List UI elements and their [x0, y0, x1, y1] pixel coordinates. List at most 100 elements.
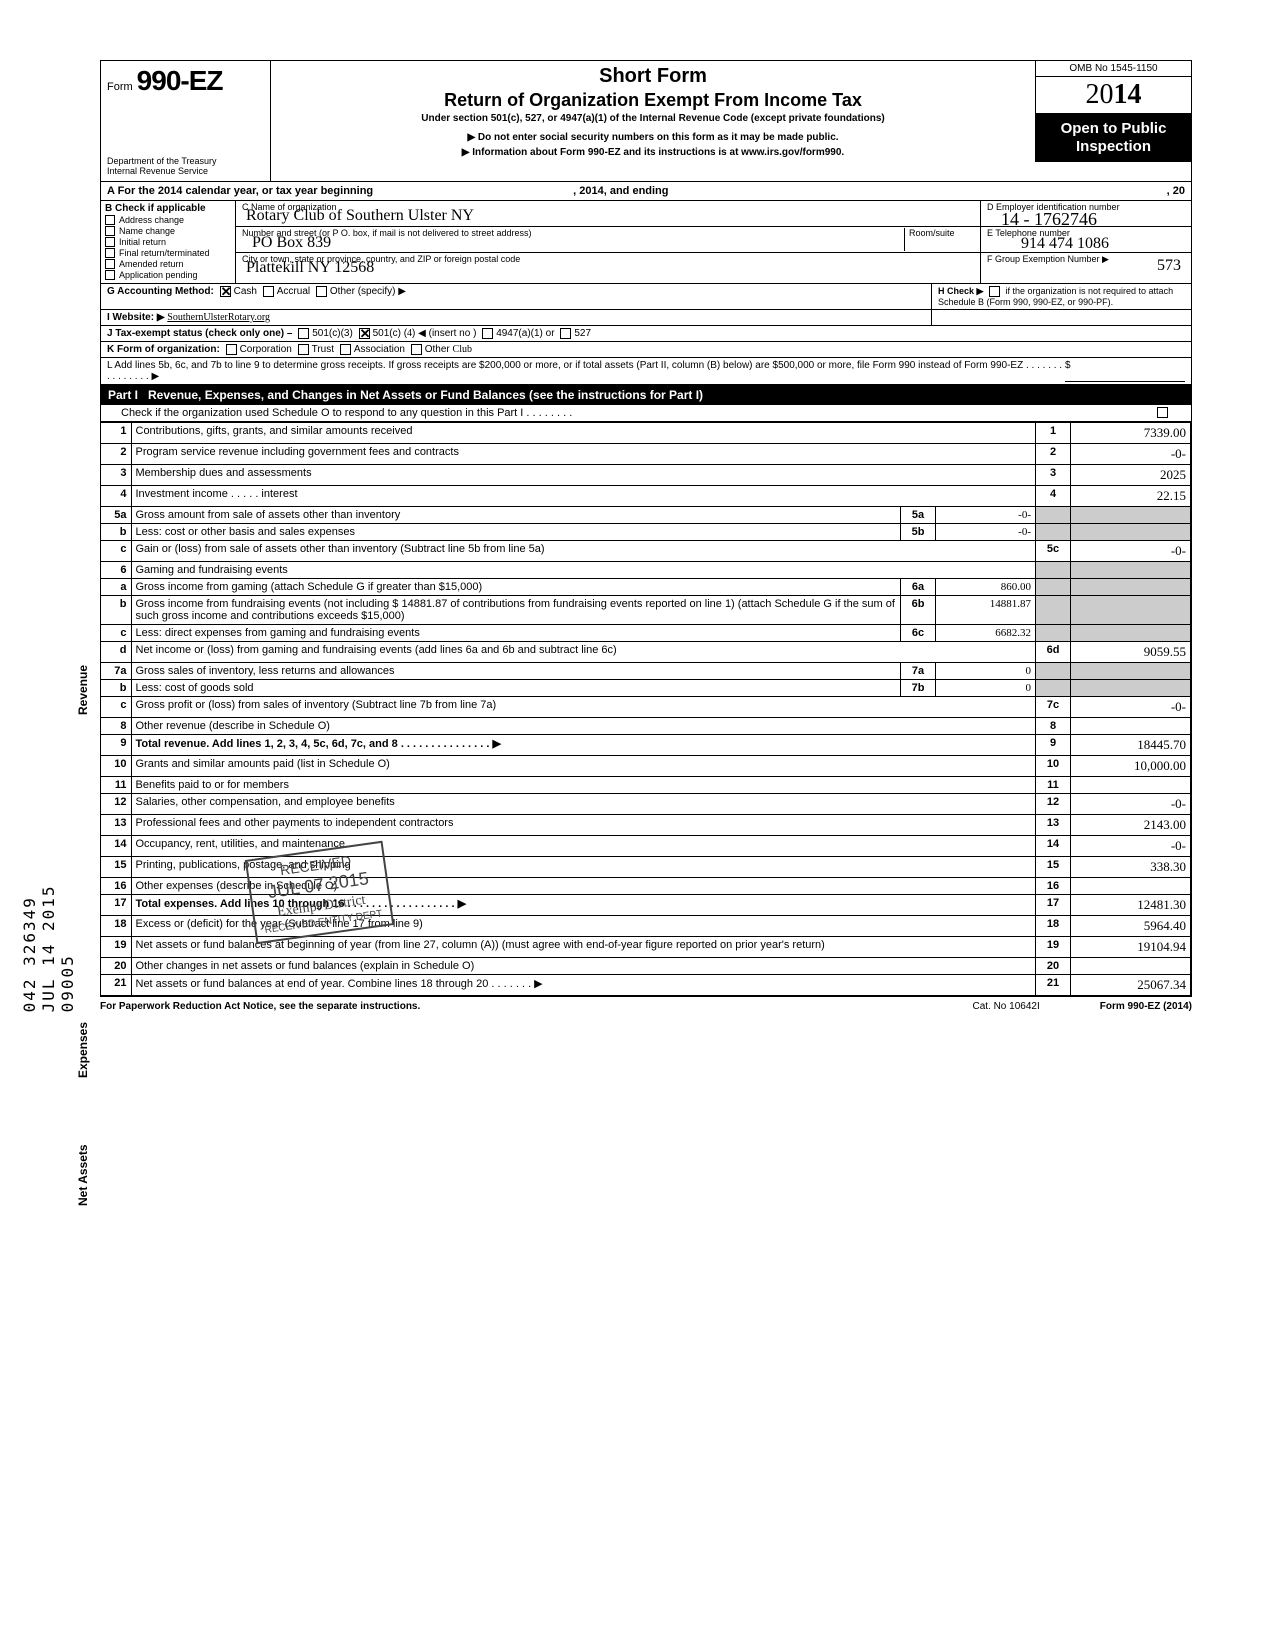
line-3: 3Membership dues and assessments32025 — [101, 465, 1191, 486]
cb-501c3[interactable] — [298, 328, 309, 339]
cb-501c[interactable] — [359, 328, 370, 339]
section-bcdef: B Check if applicable Address change Nam… — [100, 201, 1192, 284]
col-de: D Employer identification number 14 - 17… — [981, 201, 1191, 283]
checkbox-icon — [105, 248, 115, 258]
cb-cash[interactable] — [220, 286, 231, 297]
j-label: J Tax-exempt status (check only one) – — [107, 328, 292, 339]
line-8: 8Other revenue (describe in Schedule O)8 — [101, 718, 1191, 735]
line-6d: dNet income or (loss) from gaming and fu… — [101, 642, 1191, 663]
cb-schedule-b[interactable] — [989, 286, 1000, 297]
checkbox-icon — [105, 226, 115, 236]
footer-right: Form 990-EZ (2014) — [1100, 1001, 1192, 1012]
phone-value: 914 474 1086 — [1021, 235, 1109, 253]
checkbox-icon — [105, 259, 115, 269]
line-5b: bLess: cost or other basis and sales exp… — [101, 524, 1191, 541]
cb-other-method[interactable] — [316, 286, 327, 297]
cb-pending[interactable]: Application pending — [105, 270, 231, 280]
cb-schedule-o[interactable] — [1157, 407, 1168, 418]
row-j: J Tax-exempt status (check only one) – 5… — [101, 326, 1191, 342]
line-6a: aGross income from gaming (attach Schedu… — [101, 579, 1191, 596]
line-7c: cGross profit or (loss) from sales of in… — [101, 697, 1191, 718]
vlabel-expenses: Expenses — [76, 990, 90, 1110]
footer-left: For Paperwork Reduction Act Notice, see … — [100, 1001, 420, 1012]
row-l: L Add lines 5b, 6c, and 7b to line 9 to … — [101, 358, 1191, 384]
checkbox-icon — [105, 215, 115, 225]
checkbox-icon — [105, 270, 115, 280]
group-label: F Group Exemption Number ▶ — [987, 254, 1109, 264]
open-public-1: Open to Public — [1040, 120, 1187, 138]
line-10: 10Grants and similar amounts paid (list … — [101, 756, 1191, 777]
row-i-wrapper: I Website: ▶ SouthernUlsterRotary.org — [101, 310, 1191, 326]
rows-g-to-l: G Accounting Method: Cash Accrual Other … — [100, 284, 1192, 385]
form-number: 990-EZ — [137, 65, 223, 97]
part1-sub: Check if the organization used Schedule … — [101, 405, 1191, 422]
checkbox-icon — [105, 237, 115, 247]
row-g-h: G Accounting Method: Cash Accrual Other … — [101, 284, 1191, 310]
header-left: Form 990-EZ Department of the Treasury I… — [101, 61, 271, 181]
part1-title: Revenue, Expenses, and Changes in Net As… — [148, 388, 703, 402]
line-9: 9Total revenue. Add lines 1, 2, 3, 4, 5c… — [101, 735, 1191, 756]
side-stamp: 042 326349 JUL 14 2015 09005 — [20, 860, 77, 1012]
col-b: B Check if applicable Address change Nam… — [101, 201, 236, 283]
cb-4947[interactable] — [482, 328, 493, 339]
address-field: Number and street (or P O. box, if mail … — [236, 227, 980, 253]
tax-year: 2014 — [1036, 77, 1191, 114]
dept-line2: Internal Revenue Service — [107, 167, 264, 177]
row-a-right: , 20 — [1167, 185, 1185, 197]
header-center: Short Form Return of Organization Exempt… — [271, 61, 1036, 162]
line-2: 2Program service revenue including gover… — [101, 444, 1191, 465]
row-k: K Form of organization: Corporation Trus… — [101, 342, 1191, 358]
form-prefix: Form — [107, 81, 133, 93]
k-label: K Form of organization: — [107, 344, 220, 355]
vlabel-netassets: Net Assets — [76, 1135, 90, 1215]
cb-527[interactable] — [560, 328, 571, 339]
cb-corp[interactable] — [226, 344, 237, 355]
line-11: 11Benefits paid to or for members11 — [101, 777, 1191, 794]
line-6b: bGross income from fundraising events (n… — [101, 596, 1191, 625]
cb-amended[interactable]: Amended return — [105, 259, 231, 269]
row-g: G Accounting Method: Cash Accrual Other … — [101, 284, 931, 309]
cb-assoc[interactable] — [340, 344, 351, 355]
header-right: OMB No 1545-1150 2014 Open to Public Ins… — [1036, 61, 1191, 162]
g-label: G Accounting Method: — [107, 286, 214, 297]
org-name-value: Rotary Club of Southern Ulster NY — [246, 207, 474, 225]
cb-final-return[interactable]: Final return/terminated — [105, 248, 231, 258]
form-identifier: Form 990-EZ — [107, 65, 264, 97]
website-value: SouthernUlsterRotary.org — [167, 312, 270, 323]
cb-name-change[interactable]: Name change — [105, 226, 231, 236]
footer-cat: Cat. No 10642I — [972, 1001, 1039, 1012]
cb-trust[interactable] — [298, 344, 309, 355]
form-990ez-container: 042 326349 JUL 14 2015 09005 Form 990-EZ… — [100, 60, 1192, 1012]
line-7b: bLess: cost of goods sold7b0 — [101, 680, 1191, 697]
group-exemption-field: F Group Exemption Number ▶ 573 — [981, 253, 1191, 279]
footer: For Paperwork Reduction Act Notice, see … — [100, 997, 1192, 1012]
part1-header: Part I Revenue, Expenses, and Changes in… — [100, 385, 1192, 405]
vlabel-revenue: Revenue — [76, 590, 90, 790]
col-b-head: B Check if applicable — [105, 203, 231, 214]
line-5c: cGain or (loss) from sale of assets othe… — [101, 541, 1191, 562]
cb-initial-return[interactable]: Initial return — [105, 237, 231, 247]
cb-accrual[interactable] — [263, 286, 274, 297]
info-link: ▶ Information about Form 990-EZ and its … — [279, 147, 1027, 158]
ssn-warning: ▶ Do not enter social security numbers o… — [279, 132, 1027, 143]
line-13: 13Professional fees and other payments t… — [101, 815, 1191, 836]
l-text: L Add lines 5b, 6c, and 7b to line 9 to … — [107, 360, 1065, 382]
cb-address-change[interactable]: Address change — [105, 215, 231, 225]
city-field: City or town, state or province, country… — [236, 253, 980, 279]
cb-other-org[interactable] — [411, 344, 422, 355]
row-a-left: A For the 2014 calendar year, or tax yea… — [107, 185, 373, 197]
line-6c: cLess: direct expenses from gaming and f… — [101, 625, 1191, 642]
i-label: I Website: ▶ — [107, 312, 165, 323]
line-7a: 7aGross sales of inventory, less returns… — [101, 663, 1191, 680]
group-value: 573 — [1157, 257, 1181, 275]
form-header: Form 990-EZ Department of the Treasury I… — [100, 60, 1192, 182]
city-value: Plattekill NY 12568 — [246, 259, 374, 277]
row-h-cont — [931, 310, 1191, 325]
part1-label: Part I — [108, 388, 138, 402]
line-1: 1Contributions, gifts, grants, and simil… — [101, 423, 1191, 444]
year-bold: 14 — [1114, 79, 1142, 110]
year-prefix: 20 — [1086, 79, 1114, 110]
line-12: 12Salaries, other compensation, and empl… — [101, 794, 1191, 815]
open-public-2: Inspection — [1040, 138, 1187, 156]
department: Department of the Treasury Internal Reve… — [107, 157, 264, 177]
